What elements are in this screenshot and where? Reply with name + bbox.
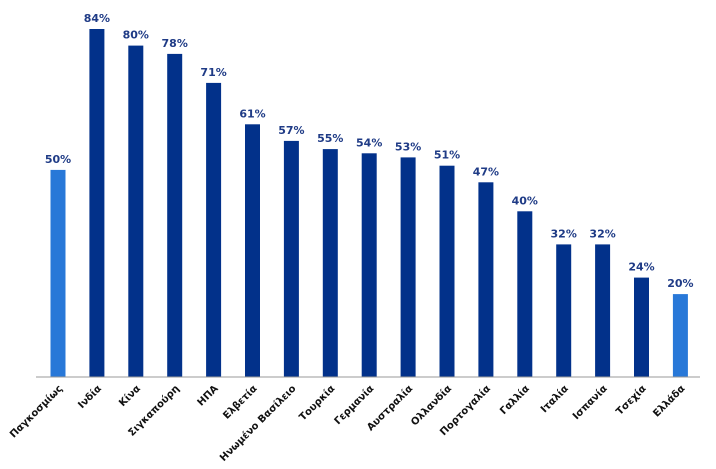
bar-8 — [361, 153, 377, 377]
bar-3 — [167, 53, 183, 378]
category-label-15: Τσεχία — [614, 383, 649, 418]
value-label-0: 50% — [45, 153, 71, 166]
value-label-2: 80% — [123, 29, 149, 42]
category-label-6: Ηνωμένο Βασίλειο — [217, 383, 298, 464]
category-label-12: Γαλλία — [498, 383, 533, 418]
bar-4 — [206, 82, 222, 378]
value-label-4: 71% — [200, 66, 226, 79]
value-label-5: 61% — [239, 107, 265, 120]
bar-5 — [245, 124, 260, 377]
value-label-1: 84% — [84, 12, 110, 25]
bar-9 — [400, 157, 416, 377]
bar-14 — [595, 244, 611, 377]
bar-6 — [283, 140, 299, 377]
category-label-16: Ελλάδα — [651, 383, 688, 420]
bar-11 — [478, 182, 494, 377]
category-label-2: Κίνα — [117, 383, 143, 409]
value-label-12: 40% — [512, 194, 538, 207]
value-label-3: 78% — [162, 37, 188, 50]
bar-15 — [634, 277, 649, 377]
bar-16 — [672, 294, 688, 377]
bar-7 — [322, 149, 338, 377]
category-label-1: Ινδία — [76, 383, 104, 411]
value-label-13: 32% — [551, 227, 577, 240]
value-labels-layer: 50% 84% 80% 78% 71% 61% 57% 55% 54% 53% 51% 47% 40% 3… — [45, 12, 694, 290]
category-label-14: Ισπανία — [570, 383, 610, 423]
value-label-16: 20% — [667, 277, 693, 290]
category-label-7: Τουρκία — [297, 383, 338, 424]
bar-12 — [517, 211, 533, 377]
value-label-10: 51% — [434, 149, 460, 162]
category-label-0: Παγκοσμίως — [7, 383, 65, 441]
bar-0 — [50, 169, 66, 377]
value-label-6: 57% — [278, 124, 304, 137]
value-label-14: 32% — [589, 227, 615, 240]
bar-10 — [439, 165, 455, 377]
category-label-4: ΗΠΑ — [196, 383, 221, 408]
bars-layer — [50, 29, 688, 378]
category-label-13: Ιταλία — [538, 383, 571, 416]
value-label-8: 54% — [356, 136, 382, 149]
bar-2 — [128, 45, 144, 377]
value-label-7: 55% — [317, 132, 343, 145]
bar-13 — [556, 244, 572, 377]
value-label-9: 53% — [395, 140, 421, 153]
value-label-15: 24% — [628, 261, 654, 274]
bar-1 — [89, 29, 105, 377]
value-label-11: 47% — [473, 165, 499, 178]
category-label-5: Ελβετία — [221, 383, 260, 422]
